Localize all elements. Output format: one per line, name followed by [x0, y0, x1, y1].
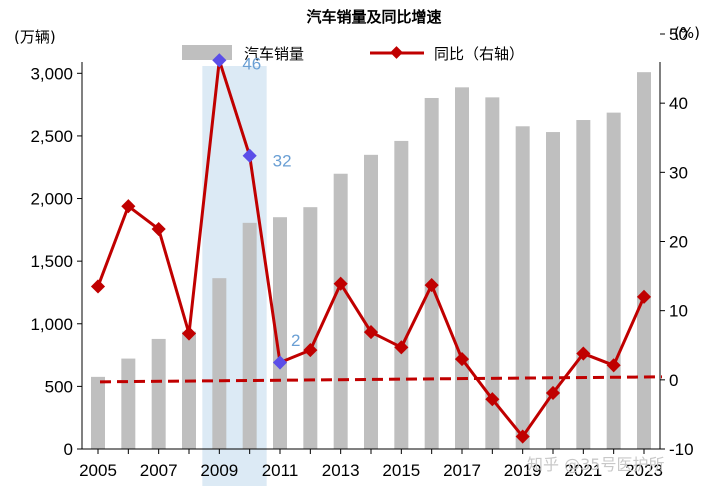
- yoy-marker-2022: [606, 358, 621, 373]
- yoy-marker-2019: [515, 429, 530, 444]
- yoy-marker-2023: [636, 289, 652, 304]
- y-right-tick-label: 40: [669, 94, 688, 113]
- bar-2018: [485, 97, 500, 450]
- bar-2017: [455, 87, 469, 449]
- yoy-marker-2018: [485, 392, 500, 407]
- x-tick-label: 2017: [443, 461, 481, 480]
- yoy-marker-2011: [272, 355, 288, 370]
- y-right-tick-label: 10: [669, 302, 688, 321]
- yoy-marker-2007: [151, 221, 166, 237]
- bar-2023: [637, 72, 651, 450]
- yoy-marker-2015: [394, 340, 409, 355]
- line-layer: [90, 53, 652, 444]
- y-right-tick-label: 0: [669, 371, 678, 390]
- bar-2019: [515, 126, 530, 449]
- bar-2008: [182, 331, 196, 449]
- x-tick-label: 2013: [322, 461, 360, 480]
- yoy-marker-2005: [90, 279, 106, 294]
- bar-2021: [576, 120, 591, 449]
- y-right-tick-label: 20: [669, 233, 688, 252]
- yoy-marker-2017: [454, 352, 470, 367]
- y-left-tick-label: 2,000: [30, 190, 73, 209]
- bar-2022: [606, 112, 621, 449]
- right-axis-unit: (%): [674, 24, 700, 42]
- annotation-label-2009: 46: [242, 55, 261, 74]
- bar-2007: [151, 338, 166, 449]
- x-tick-label: 2019: [504, 461, 542, 480]
- x-tick-label: 2009: [200, 461, 238, 480]
- bar-2010: [242, 222, 257, 449]
- legend-swatch-sales: [182, 45, 232, 60]
- bar-2011: [273, 217, 287, 449]
- bar-2014: [364, 154, 378, 449]
- watermark: 知乎 @35号医护所: [527, 455, 664, 474]
- bar-2005: [91, 376, 105, 449]
- x-tick-label: 2007: [140, 461, 178, 480]
- yoy-marker-2013: [333, 276, 348, 291]
- y-left-tick-label: 1,000: [30, 315, 73, 334]
- annotation-label-2011: 2: [291, 331, 300, 350]
- x-tick-label: 2005: [79, 461, 117, 480]
- bar-2020: [546, 132, 560, 449]
- y-left-tick-label: 0: [64, 440, 73, 459]
- bar-2015: [394, 140, 409, 449]
- chart-title: 汽车销量及同比增速: [306, 8, 441, 26]
- yoy-marker-2008: [181, 326, 197, 341]
- y-left-tick-label: 500: [45, 377, 73, 396]
- legend-label-yoy: 同比（右轴）: [434, 45, 524, 63]
- legend: 汽车销量 同比（右轴）: [182, 45, 524, 63]
- bar-2013: [333, 173, 348, 449]
- bar-2012: [303, 207, 318, 449]
- annotation-label-2010: 32: [273, 152, 292, 171]
- x-tick-label: 2011: [262, 461, 299, 480]
- y-left-tick-label: 1,500: [30, 252, 73, 271]
- yoy-marker-2020: [545, 385, 561, 401]
- legend-marker-yoy: [390, 46, 403, 59]
- yoy-marker-2012: [303, 343, 318, 358]
- bar-2009: [212, 278, 227, 449]
- x-tick-label: 2015: [382, 461, 420, 480]
- bar-2016: [424, 97, 439, 450]
- y-right-tick-label: 50: [669, 25, 688, 44]
- reference-line-layer: [99, 375, 663, 384]
- y-right-tick-label: -10: [669, 440, 694, 459]
- bar-layer: [91, 72, 651, 450]
- y-right-tick-label: 30: [669, 163, 688, 182]
- y-left-tick-label: 2,500: [30, 127, 73, 146]
- yoy-marker-2014: [363, 325, 379, 340]
- yoy-marker-2021: [576, 346, 591, 361]
- reference-line-zero: [99, 375, 663, 384]
- yoy-marker-2006: [121, 199, 136, 214]
- x-tick-label: 2023: [625, 461, 663, 480]
- annotation-layer: 46 32 2: [242, 55, 300, 350]
- bar-2006: [121, 358, 136, 449]
- y-left-tick-label: 3,000: [30, 64, 73, 83]
- legend-label-sales: 汽车销量: [244, 45, 304, 63]
- axis-layer: 0 500 1,000 1,500 2,000 2,500 3,000 -10 0 10 20 30 4…: [30, 25, 693, 480]
- x-tick-label: 2021: [564, 461, 602, 480]
- yoy-marker-2010: [242, 148, 257, 163]
- left-axis-unit: (万辆): [14, 28, 56, 46]
- yoy-marker-2016: [424, 278, 439, 293]
